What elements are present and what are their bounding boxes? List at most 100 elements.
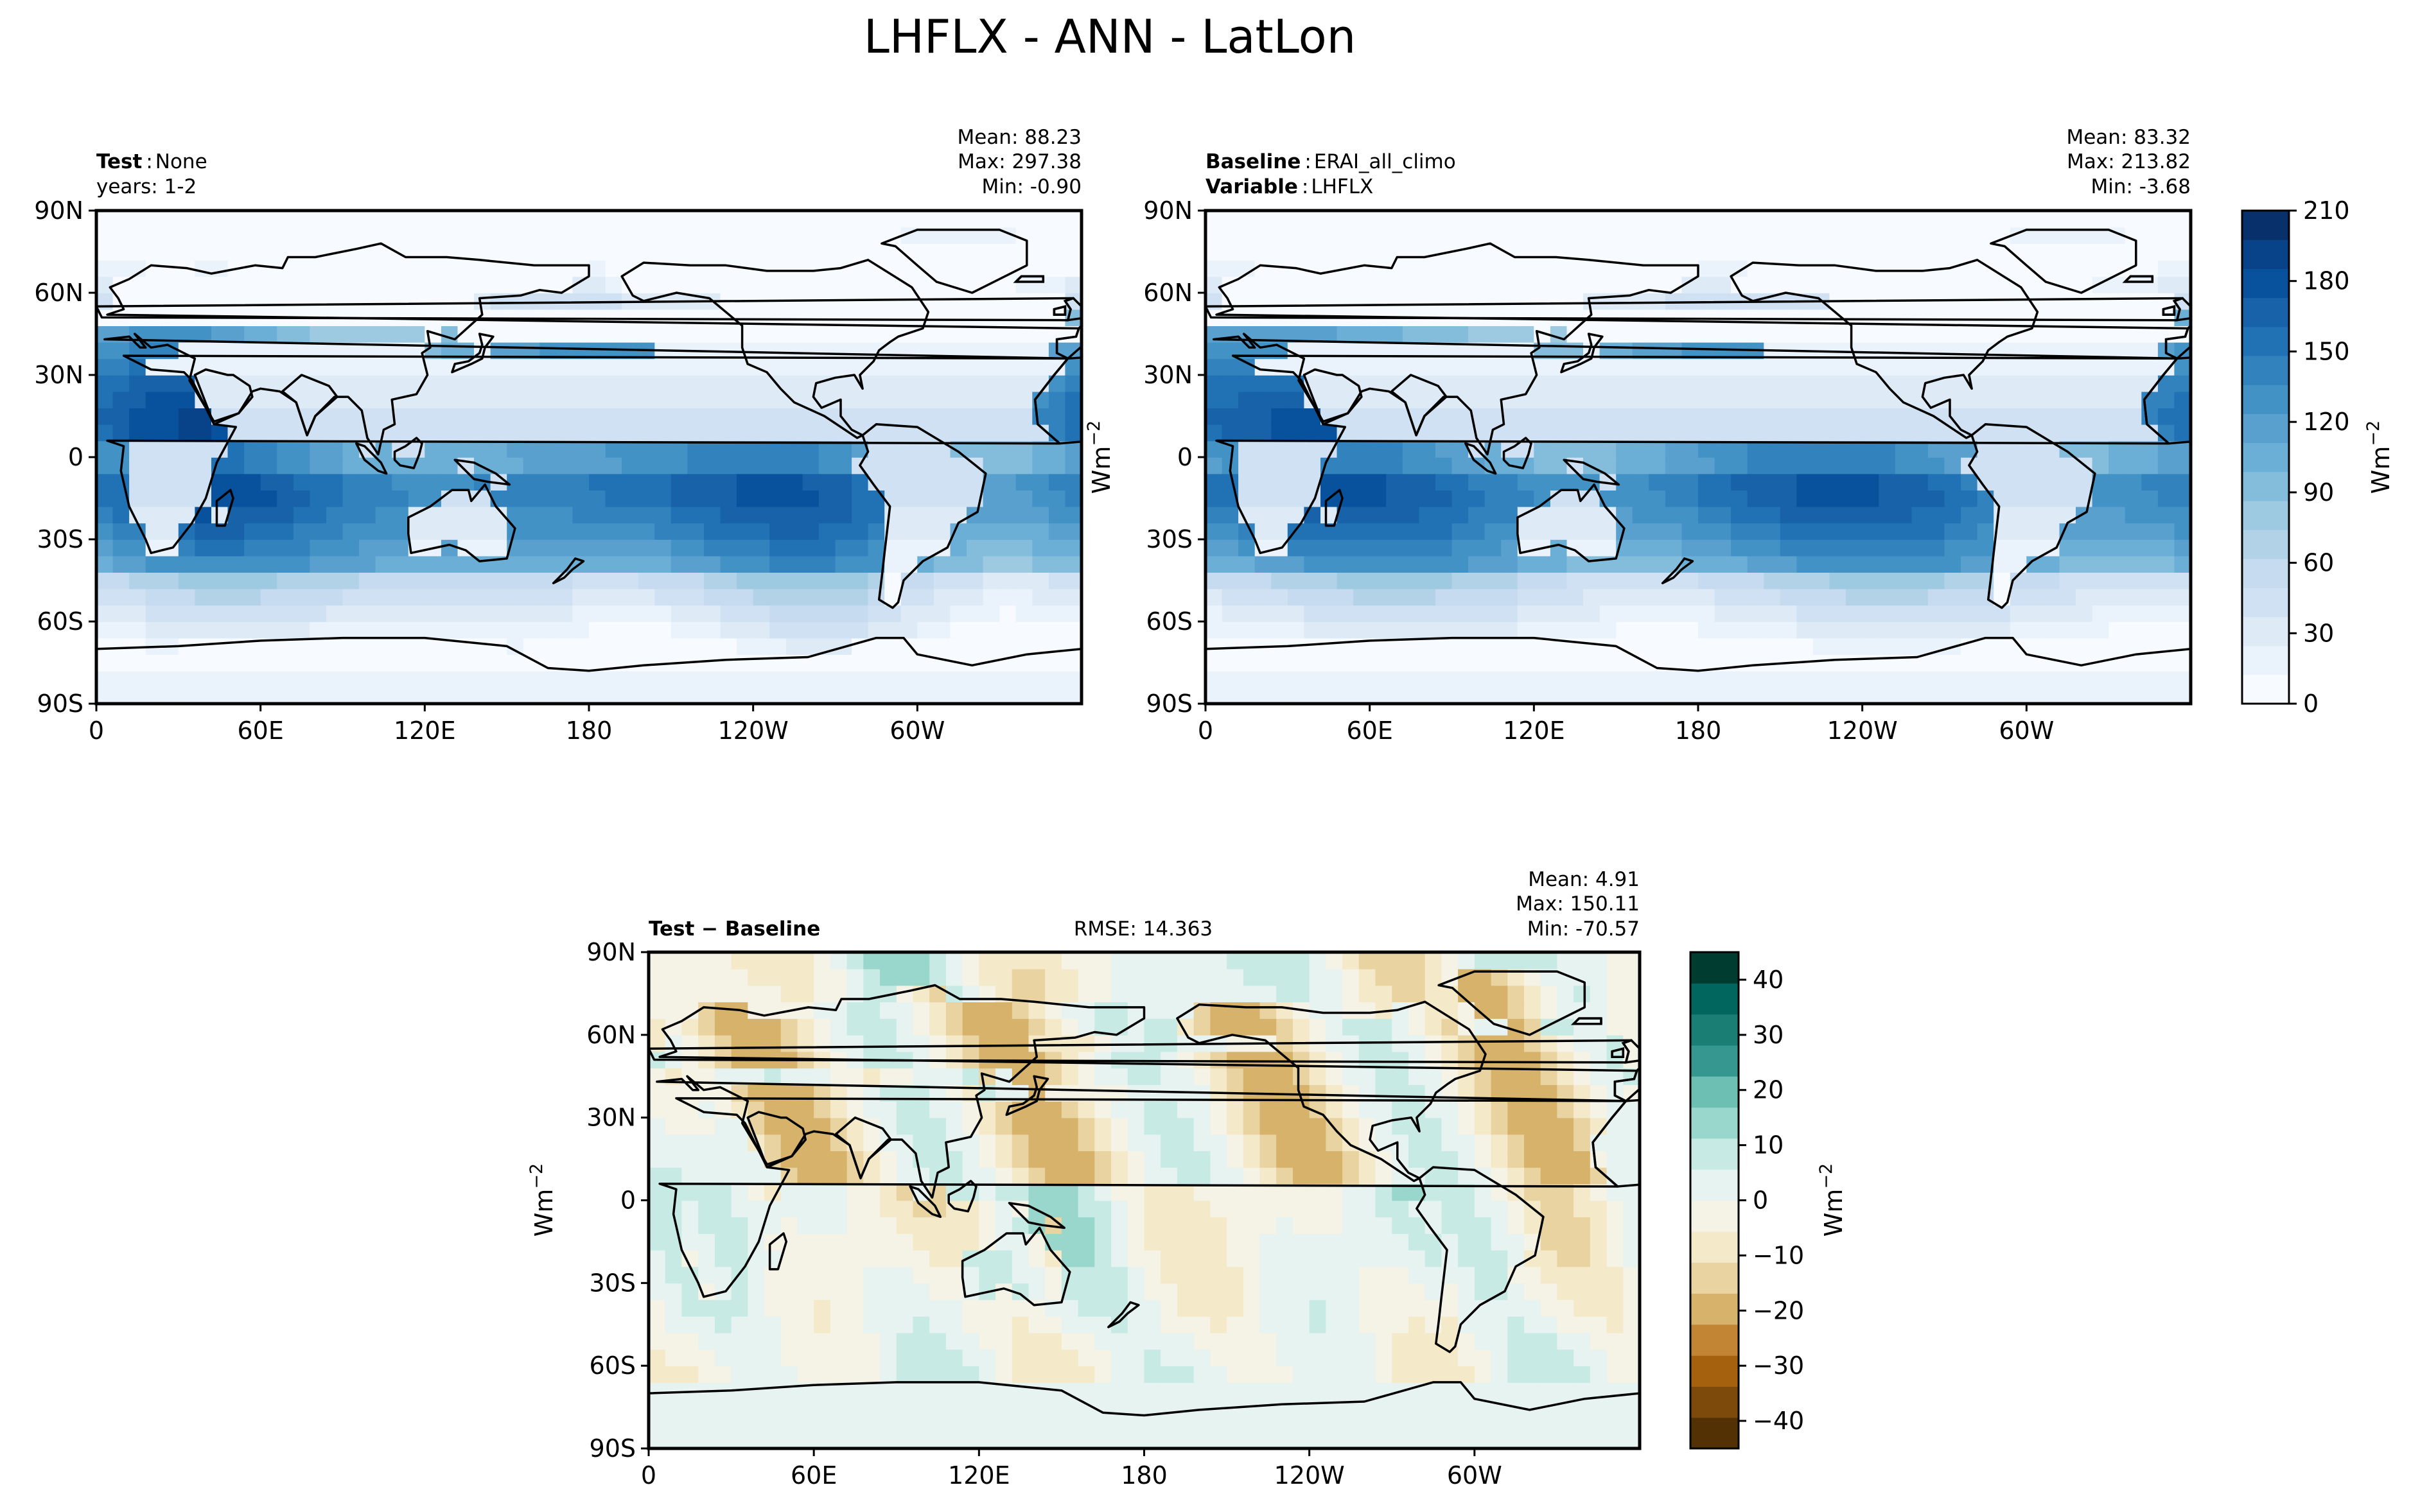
test-field-cell: [227, 638, 245, 655]
baseline-field-cell: [2125, 309, 2143, 326]
test-field-cell: [227, 555, 245, 573]
diff-stat-mean: Mean: 4.91: [1528, 868, 1640, 891]
diff-field-cell: [962, 1316, 980, 1334]
baseline-field-cell: [1451, 211, 1469, 228]
diff-field-cell: [1210, 985, 1227, 1003]
test-field-cell: [769, 342, 787, 360]
test-field-cell: [277, 473, 294, 491]
baseline-field-cell: [1337, 588, 1354, 606]
test-field-cell: [162, 227, 179, 244]
diff-field-cell: [1309, 1316, 1327, 1334]
baseline-field-cell: [1846, 227, 1863, 244]
test-field-cell: [129, 572, 146, 589]
test-field-cell: [425, 572, 442, 589]
baseline-field-cell: [2059, 293, 2076, 310]
baseline-field-cell: [1632, 243, 1650, 261]
test-field-cell: [868, 457, 885, 474]
diff-field-cell: [846, 1283, 864, 1300]
baseline-field-cell: [1698, 243, 1715, 261]
diff-field-cell: [846, 1100, 864, 1118]
test-field-cell: [983, 326, 1000, 343]
baseline-field-cell: [1484, 539, 1502, 557]
test-field-cell: [112, 358, 130, 376]
baseline-field-cell: [1271, 457, 1288, 474]
diff-field-cell: [929, 1034, 947, 1052]
baseline-field-cell: [1419, 424, 1436, 442]
baseline-field-cell: [1681, 490, 1699, 507]
diff-field-cell: [929, 1415, 947, 1433]
diff-field-cell: [945, 1249, 963, 1267]
baseline-field-cell: [1895, 243, 1913, 261]
baseline-field-cell: [1468, 621, 1486, 639]
diff-field-cell: [1193, 1299, 1211, 1317]
diff-field-cell: [1243, 1233, 1261, 1251]
diff-field-cell: [698, 1316, 715, 1334]
baseline-field-cell: [1337, 243, 1354, 261]
baseline-field-cell: [1862, 227, 1880, 244]
diff-field-cell: [731, 1415, 749, 1433]
baseline-field-cell: [1632, 358, 1650, 376]
baseline-field-cell: [1747, 687, 1765, 704]
baseline-field-cell: [2125, 408, 2143, 425]
test-field-cell: [556, 621, 574, 639]
test-field-cell: [523, 391, 541, 408]
test-field-cell: [1065, 638, 1082, 655]
diff-field-cell: [748, 1034, 765, 1052]
test-field-cell: [967, 391, 984, 408]
diff-field-cell: [995, 1034, 1013, 1052]
diff-field-cell: [649, 1332, 666, 1350]
diff-field-cell: [995, 1167, 1013, 1185]
diff-field-cell: [880, 1068, 897, 1085]
diff-field-cell: [731, 1167, 749, 1185]
diff-field-cell: [1177, 1151, 1195, 1168]
baseline-field-cell: [1994, 259, 2011, 277]
baseline-field-cell: [1632, 375, 1650, 392]
diff-field-cell: [1061, 1117, 1079, 1135]
baseline-field-cell: [1517, 687, 1535, 704]
diff-field-cell: [1094, 1151, 1112, 1168]
baseline-field-cell: [1534, 391, 1551, 408]
test-field-cell: [1032, 539, 1049, 557]
diff-field-cell: [863, 1183, 881, 1201]
test-field-cell: [310, 572, 327, 589]
baseline-field-cell: [1911, 670, 1929, 688]
baseline-field-cell: [1665, 243, 1683, 261]
test-field-cell: [933, 523, 951, 540]
baseline-field-cell: [1222, 506, 1239, 524]
test-field-cell: [835, 687, 852, 704]
test-field-cell: [638, 523, 656, 540]
test-field-cell: [441, 276, 459, 293]
baseline-field-cell: [1829, 572, 1846, 589]
test-field-cell: [818, 588, 836, 606]
baseline-field-cell: [1764, 457, 1781, 474]
diff-field-cell: [863, 1382, 881, 1400]
diff-field-cell: [979, 1117, 996, 1135]
baseline-field-cell: [1369, 621, 1387, 639]
baseline-field-cell: [1254, 555, 1272, 573]
test-field-cell: [326, 654, 344, 672]
baseline-field-cell: [1501, 670, 1518, 688]
diff-field-cell: [896, 968, 914, 986]
test-field-cell: [638, 687, 656, 704]
test-field-cell: [737, 424, 754, 442]
diff-field-cell: [1309, 1349, 1327, 1366]
baseline-field-cell: [1961, 539, 1978, 557]
test-field-cell: [868, 424, 885, 442]
test-field-cell: [539, 670, 557, 688]
baseline-field-cell: [1714, 358, 1732, 376]
test-field-cell: [359, 293, 376, 310]
baseline-field-cell: [1846, 276, 1863, 293]
test-field-cell: [556, 605, 574, 622]
diff-field-cell: [1161, 1018, 1178, 1036]
test-field-cell: [950, 457, 967, 474]
diff-field-cell: [814, 1349, 831, 1366]
test-field-cell: [704, 243, 721, 261]
test-field-cell: [457, 555, 475, 573]
test-field-cell: [244, 293, 261, 310]
baseline-field-cell: [1649, 687, 1666, 704]
test-field-cell: [129, 358, 146, 376]
baseline-field-cell: [1681, 391, 1699, 408]
diff-field-cell: [979, 1415, 996, 1433]
test-field-cell: [129, 375, 146, 392]
baseline-field-cell: [1911, 227, 1929, 244]
